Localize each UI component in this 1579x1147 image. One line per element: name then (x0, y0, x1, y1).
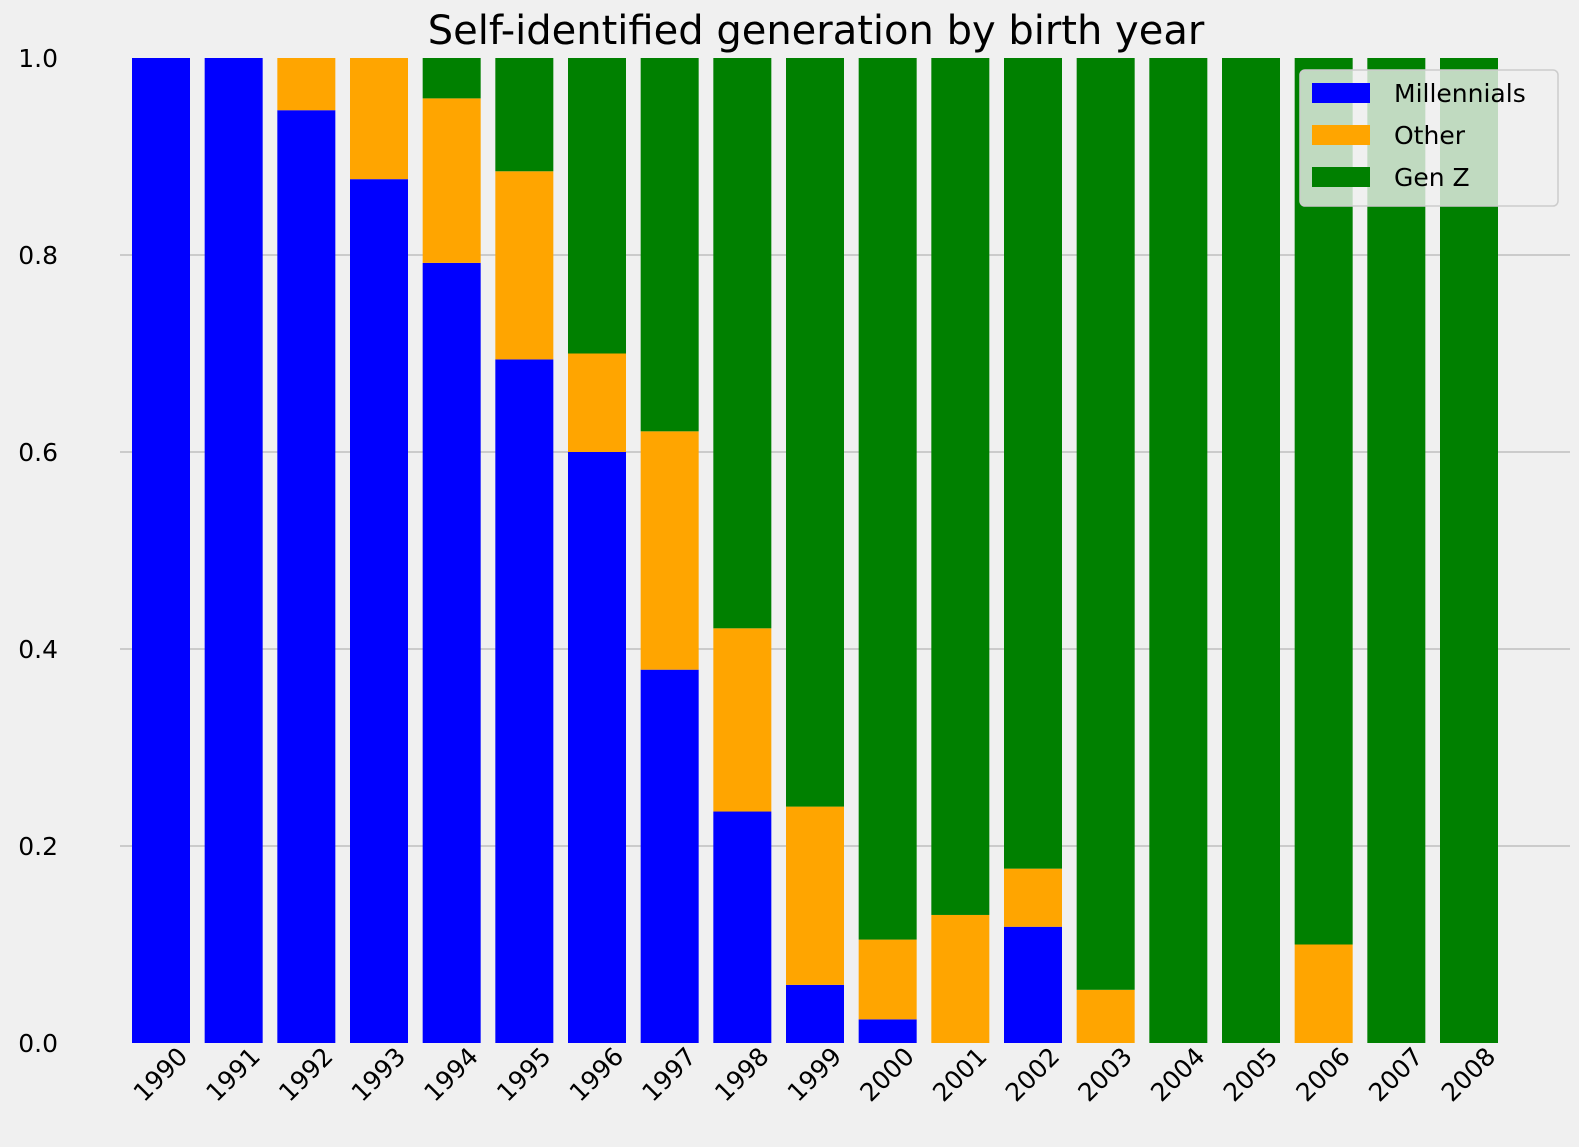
bar-millennials-1992 (277, 110, 336, 1043)
bar-other-2002 (1004, 868, 1062, 927)
bar-gen-z-2008 (1440, 58, 1498, 1043)
y-tick-label: 0.4 (18, 635, 58, 664)
bar-gen-z-1996 (568, 58, 626, 354)
legend-swatch-other (1312, 125, 1370, 145)
x-tick-label: 1992 (273, 1042, 338, 1107)
x-tick-label: 2003 (1072, 1042, 1137, 1107)
x-tick-label: 1993 (346, 1042, 411, 1107)
bar-other-1995 (495, 171, 554, 360)
bar-millennials-1993 (350, 179, 408, 1043)
y-tick-label: 0.6 (18, 438, 58, 467)
bar-millennials-1996 (568, 452, 626, 1043)
legend: Millennials Other Gen Z (1299, 69, 1559, 207)
bar-millennials-1994 (422, 262, 481, 1043)
bar-other-1994 (422, 98, 481, 263)
x-tick-label: 2007 (1363, 1042, 1428, 1107)
bar-other-2001 (931, 914, 990, 1043)
y-axis-ticks: 0.0 0.2 0.4 0.6 0.8 1.0 (18, 44, 58, 1058)
bars (132, 58, 1498, 1043)
bar-gen-z-1999 (786, 58, 844, 807)
x-tick-label: 2008 (1436, 1042, 1501, 1107)
bar-millennials-1998 (713, 811, 772, 1043)
bar-other-1997 (640, 431, 699, 670)
bar-gen-z-1994 (422, 58, 481, 99)
x-tick-label: 2000 (854, 1042, 919, 1107)
bar-millennials-1991 (204, 58, 263, 1043)
x-tick-label: 2005 (1218, 1042, 1283, 1107)
bar-millennials-2002 (1004, 926, 1062, 1043)
legend-label: Gen Z (1394, 163, 1470, 192)
bar-other-1998 (713, 628, 772, 812)
bar-other-2000 (858, 939, 917, 1020)
x-tick-label: 2001 (927, 1042, 992, 1107)
x-tick-label: 1997 (636, 1042, 701, 1107)
bar-millennials-1995 (495, 359, 554, 1043)
y-tick-label: 0.8 (18, 241, 58, 270)
x-tick-label: 2002 (1000, 1042, 1065, 1107)
y-tick-label: 0.2 (18, 832, 58, 861)
legend-label: Other (1394, 121, 1466, 150)
bar-millennials-2000 (858, 1019, 917, 1043)
x-axis-ticks: 1990 1991 1992 1993 1994 1995 1996 1997 1998 1999… (128, 1042, 1501, 1107)
bar-millennials-1999 (786, 984, 844, 1043)
bar-gen-z-1998 (713, 58, 772, 629)
x-tick-label: 2004 (1145, 1042, 1210, 1107)
legend-label: Millennials (1394, 79, 1526, 108)
bar-other-1993 (350, 58, 408, 180)
x-tick-label: 1996 (564, 1042, 629, 1107)
bar-gen-z-2002 (1004, 58, 1062, 869)
x-tick-label: 1990 (128, 1042, 193, 1107)
x-tick-label: 1991 (200, 1042, 265, 1107)
bar-other-2003 (1076, 989, 1135, 1043)
bar-gen-z-2003 (1076, 58, 1135, 990)
x-tick-label: 1999 (782, 1042, 847, 1107)
bar-gen-z-2005 (1222, 58, 1280, 1043)
chart-title: Self-identified generation by birth year (428, 8, 1205, 54)
legend-swatch-gen-z (1312, 167, 1370, 187)
bar-millennials-1990 (132, 58, 190, 1043)
bar-gen-z-2001 (931, 58, 990, 915)
x-tick-label: 1994 (418, 1042, 483, 1107)
bar-gen-z-1995 (495, 58, 554, 172)
x-tick-label: 1995 (491, 1042, 556, 1107)
bar-gen-z-2004 (1149, 58, 1208, 1043)
bar-other-2006 (1294, 944, 1353, 1043)
bar-other-1999 (786, 806, 844, 985)
legend-swatch-millennials (1312, 83, 1370, 103)
bar-gen-z-2007 (1367, 58, 1426, 1043)
y-tick-label: 1.0 (18, 44, 58, 73)
bar-gen-z-2000 (858, 58, 917, 940)
bar-other-1996 (568, 353, 626, 452)
y-tick-label: 0.0 (18, 1029, 58, 1058)
bar-millennials-1997 (640, 669, 699, 1043)
bar-gen-z-1997 (640, 58, 699, 432)
x-tick-label: 2006 (1290, 1042, 1355, 1107)
bar-other-1992 (277, 58, 336, 111)
x-tick-label: 1998 (709, 1042, 774, 1107)
